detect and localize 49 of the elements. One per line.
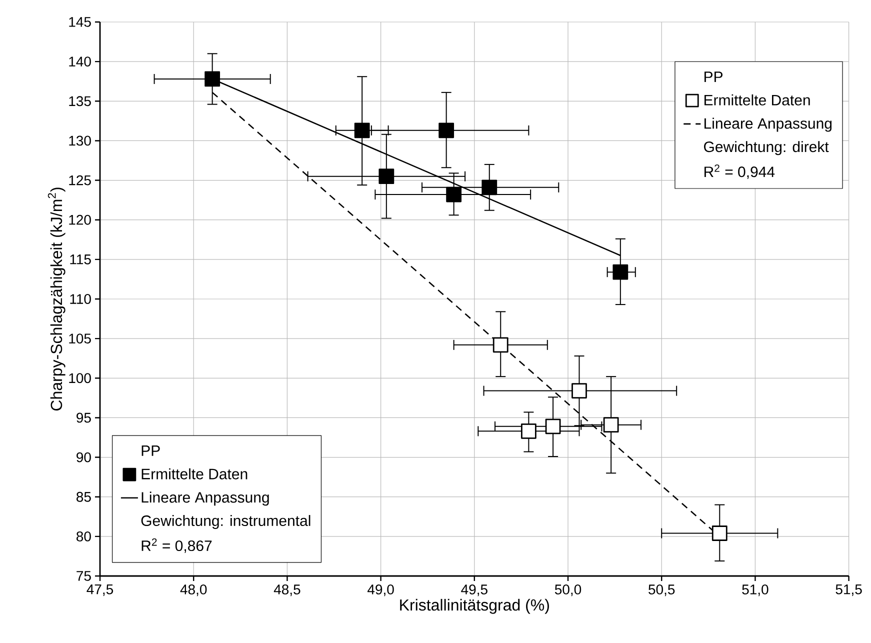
y-tick-label: 110 xyxy=(70,294,91,304)
y-tick-label: 80 xyxy=(76,531,91,542)
annotation: R$^{2}$ = 0,867 xyxy=(142,538,212,553)
annotation: R$^{2}$ = 0,944 xyxy=(704,164,775,179)
y-tick-label: 120 xyxy=(69,214,91,225)
y-tick-label: 100 xyxy=(69,373,91,384)
point xyxy=(572,383,587,399)
x-tick-label: 50,0 xyxy=(554,584,582,596)
point xyxy=(520,423,536,439)
y-tick-label: 130 xyxy=(69,136,91,146)
point xyxy=(204,71,220,87)
y-tick-label: 75 xyxy=(76,571,91,581)
y-tick-label: 90 xyxy=(76,452,91,462)
x-tick-label: 47,5 xyxy=(86,584,114,596)
point xyxy=(603,417,619,433)
legend-label: Ermittelte Daten xyxy=(704,94,810,106)
y-tick-label: 135 xyxy=(69,96,91,106)
point xyxy=(482,180,498,196)
point xyxy=(612,264,628,280)
legend-label: Lineare Anpassung xyxy=(142,492,269,506)
y-tick-label: 85 xyxy=(76,492,91,502)
point xyxy=(378,168,394,184)
y-tick-label: 125 xyxy=(69,175,91,186)
x-tick-label: 50,5 xyxy=(648,584,675,596)
annotation: Gewichtung: instrumental xyxy=(141,515,310,530)
point xyxy=(492,337,508,353)
annotation: PP xyxy=(142,446,160,456)
y-tick-label: 115 xyxy=(70,254,91,264)
x-tick-label: 51,0 xyxy=(742,584,768,596)
x-tick-label: 48,0 xyxy=(180,584,207,596)
y-tick-label: 95 xyxy=(76,412,91,423)
x-tick-label: 49,0 xyxy=(368,584,394,596)
point xyxy=(354,122,370,138)
point xyxy=(438,122,454,138)
annotation: PP xyxy=(704,72,722,82)
annotation: Gewichtung: direkt xyxy=(704,141,829,156)
y-tick-label: 105 xyxy=(69,334,91,344)
legend-label: Ermittelte Daten xyxy=(142,468,248,480)
x-tick-label: 51,5 xyxy=(836,584,862,596)
x-tick-label: 48,5 xyxy=(274,584,300,596)
x-tick-label: 49,5 xyxy=(461,584,488,596)
point xyxy=(446,186,462,202)
y-tick-label: 140 xyxy=(69,56,91,67)
point xyxy=(545,418,561,434)
legend-label: Lineare Anpassung xyxy=(704,118,832,132)
y-axis-title: Charpy-Schlagzähigkeit (kJ/m$^{2}$) xyxy=(48,188,66,410)
y-tick-label: 145 xyxy=(69,17,91,27)
point xyxy=(712,526,728,541)
x-axis-title: Kristallinitätsgrad (%) xyxy=(400,598,549,614)
